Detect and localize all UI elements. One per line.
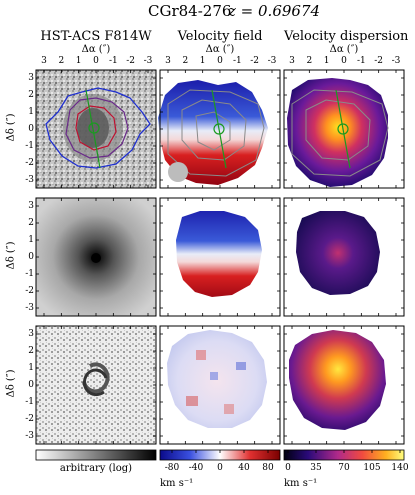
- object-name: CGr84-276: [148, 2, 232, 20]
- x-tick-label: 2: [58, 56, 65, 66]
- colorbar-tick-label: 70: [338, 463, 350, 473]
- x-axis-label-col3: Δα (″): [329, 44, 359, 55]
- y-tick-label: 2: [28, 346, 34, 356]
- x-tick-label: -3: [143, 56, 153, 66]
- y-tick-label: 1: [28, 235, 34, 245]
- colorbar-tick-label: 140: [391, 463, 409, 473]
- contour-purple: [65, 97, 129, 159]
- colorbar-tick-label: -40: [188, 463, 204, 473]
- colorbar-label-dispersion: km s⁻¹: [284, 478, 318, 489]
- y-tick-label: 0: [28, 380, 34, 390]
- y-tick-label: -3: [25, 175, 34, 185]
- colorbar-label-intensity: arbitrary (log): [59, 463, 133, 474]
- colorbar-tick-label: 35: [310, 463, 322, 473]
- y-axis-label-row3: Δδ (″): [5, 369, 17, 398]
- y-tick-label: -2: [25, 158, 34, 168]
- center-marker: [88, 122, 100, 134]
- y-tick-label: 3: [28, 201, 34, 211]
- panel-dispersion-observed: [284, 70, 404, 188]
- x-tick-label: 0: [217, 56, 223, 66]
- panel-velocity-model: [160, 198, 280, 316]
- x-tick-label: -2: [374, 56, 384, 66]
- column-title-hst: HST-ACS F814W: [40, 29, 152, 44]
- column-title-velocity: Velocity field: [177, 29, 263, 44]
- redshift-label: z = 0.69674: [228, 2, 321, 20]
- y-tick-label: 1: [28, 363, 34, 373]
- x-tick-label: -1: [108, 56, 118, 66]
- contour-blue: [45, 87, 151, 169]
- x-tick-label: 1: [199, 56, 206, 66]
- colorbar-tick-label: -80: [164, 463, 180, 473]
- colorbar-tick-label: 0: [285, 463, 291, 473]
- y-tick-label: 3: [28, 73, 34, 83]
- y-tick-label: -2: [25, 414, 34, 424]
- y-tick-label: -2: [25, 286, 34, 296]
- x-tick-label: -2: [126, 56, 136, 66]
- column-title-dispersion: Velocity dispersion: [284, 29, 409, 44]
- x-tick-label: 0: [93, 56, 99, 66]
- x-tick-label: 1: [75, 56, 82, 66]
- y-tick-label: 2: [28, 218, 34, 228]
- x-tick-label: -2: [250, 56, 260, 66]
- colorbar-tick-label: 40: [238, 463, 250, 473]
- y-tick-label: -1: [25, 269, 34, 279]
- kinematic-axis: [85, 89, 101, 169]
- panel-hst-observed: [36, 70, 156, 188]
- y-tick-label: -3: [25, 303, 34, 313]
- panel-hst-model: [36, 198, 156, 316]
- y-axis-label-row2: Δδ (″): [5, 241, 17, 270]
- colorbar-ticks: [171, 450, 401, 453]
- y-tick-label: -3: [25, 431, 34, 441]
- x-tick-label: 2: [306, 56, 313, 66]
- y-tick-label: 0: [28, 252, 34, 262]
- colorbar-tick-label: 105: [363, 463, 381, 473]
- y-tick-label: -1: [25, 397, 34, 407]
- contour-red: [75, 105, 117, 151]
- panel-velocity-observed: [158, 70, 280, 188]
- x-tick-label: 3: [289, 56, 295, 66]
- y-tick-label: -1: [25, 141, 34, 151]
- x-tick-label: 2: [182, 56, 189, 66]
- x-axis-label-col1: Δα (″): [81, 44, 111, 55]
- tick-marks: [36, 70, 404, 444]
- y-tick-label: 0: [28, 124, 34, 134]
- x-tick-label: 1: [323, 56, 330, 66]
- x-tick-label: -3: [391, 56, 401, 66]
- x-tick-label: 0: [341, 56, 347, 66]
- x-axis-label-col2: Δα (″): [205, 44, 235, 55]
- x-tick-label: 3: [41, 56, 47, 66]
- x-tick-label: 3: [165, 56, 171, 66]
- panel-velocity-residual: [160, 326, 280, 444]
- colorbar-label-velocity: km s⁻¹: [160, 478, 194, 489]
- panel-hst-residual: [36, 326, 156, 444]
- colorbar-tick-label: 80: [262, 463, 274, 473]
- panel-dispersion-residual: [284, 326, 404, 444]
- x-tick-label: -3: [267, 56, 277, 66]
- colorbar-intensity: [35, 449, 157, 461]
- y-tick-label: 1: [28, 107, 34, 117]
- colorbar-tick-label: 0: [217, 463, 223, 473]
- y-tick-label: 2: [28, 90, 34, 100]
- x-tick-label: -1: [232, 56, 242, 66]
- x-tick-label: -1: [356, 56, 366, 66]
- y-axis-label-row1: Δδ (″): [5, 113, 17, 142]
- y-tick-label: 3: [28, 329, 34, 339]
- panel-dispersion-model: [284, 198, 404, 316]
- psf-disk: [168, 162, 188, 182]
